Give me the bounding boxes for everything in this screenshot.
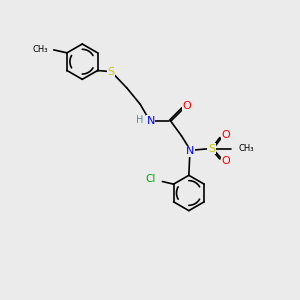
Text: CH₃: CH₃ bbox=[33, 45, 48, 54]
Text: S: S bbox=[208, 144, 215, 154]
Text: Cl: Cl bbox=[146, 174, 156, 184]
Text: N: N bbox=[146, 116, 155, 126]
Text: O: O bbox=[222, 157, 230, 166]
Text: S: S bbox=[107, 67, 114, 77]
Text: H: H bbox=[136, 115, 143, 125]
Text: O: O bbox=[182, 100, 191, 110]
Text: N: N bbox=[186, 146, 194, 156]
Text: CH₃: CH₃ bbox=[238, 144, 254, 153]
Text: O: O bbox=[222, 130, 230, 140]
